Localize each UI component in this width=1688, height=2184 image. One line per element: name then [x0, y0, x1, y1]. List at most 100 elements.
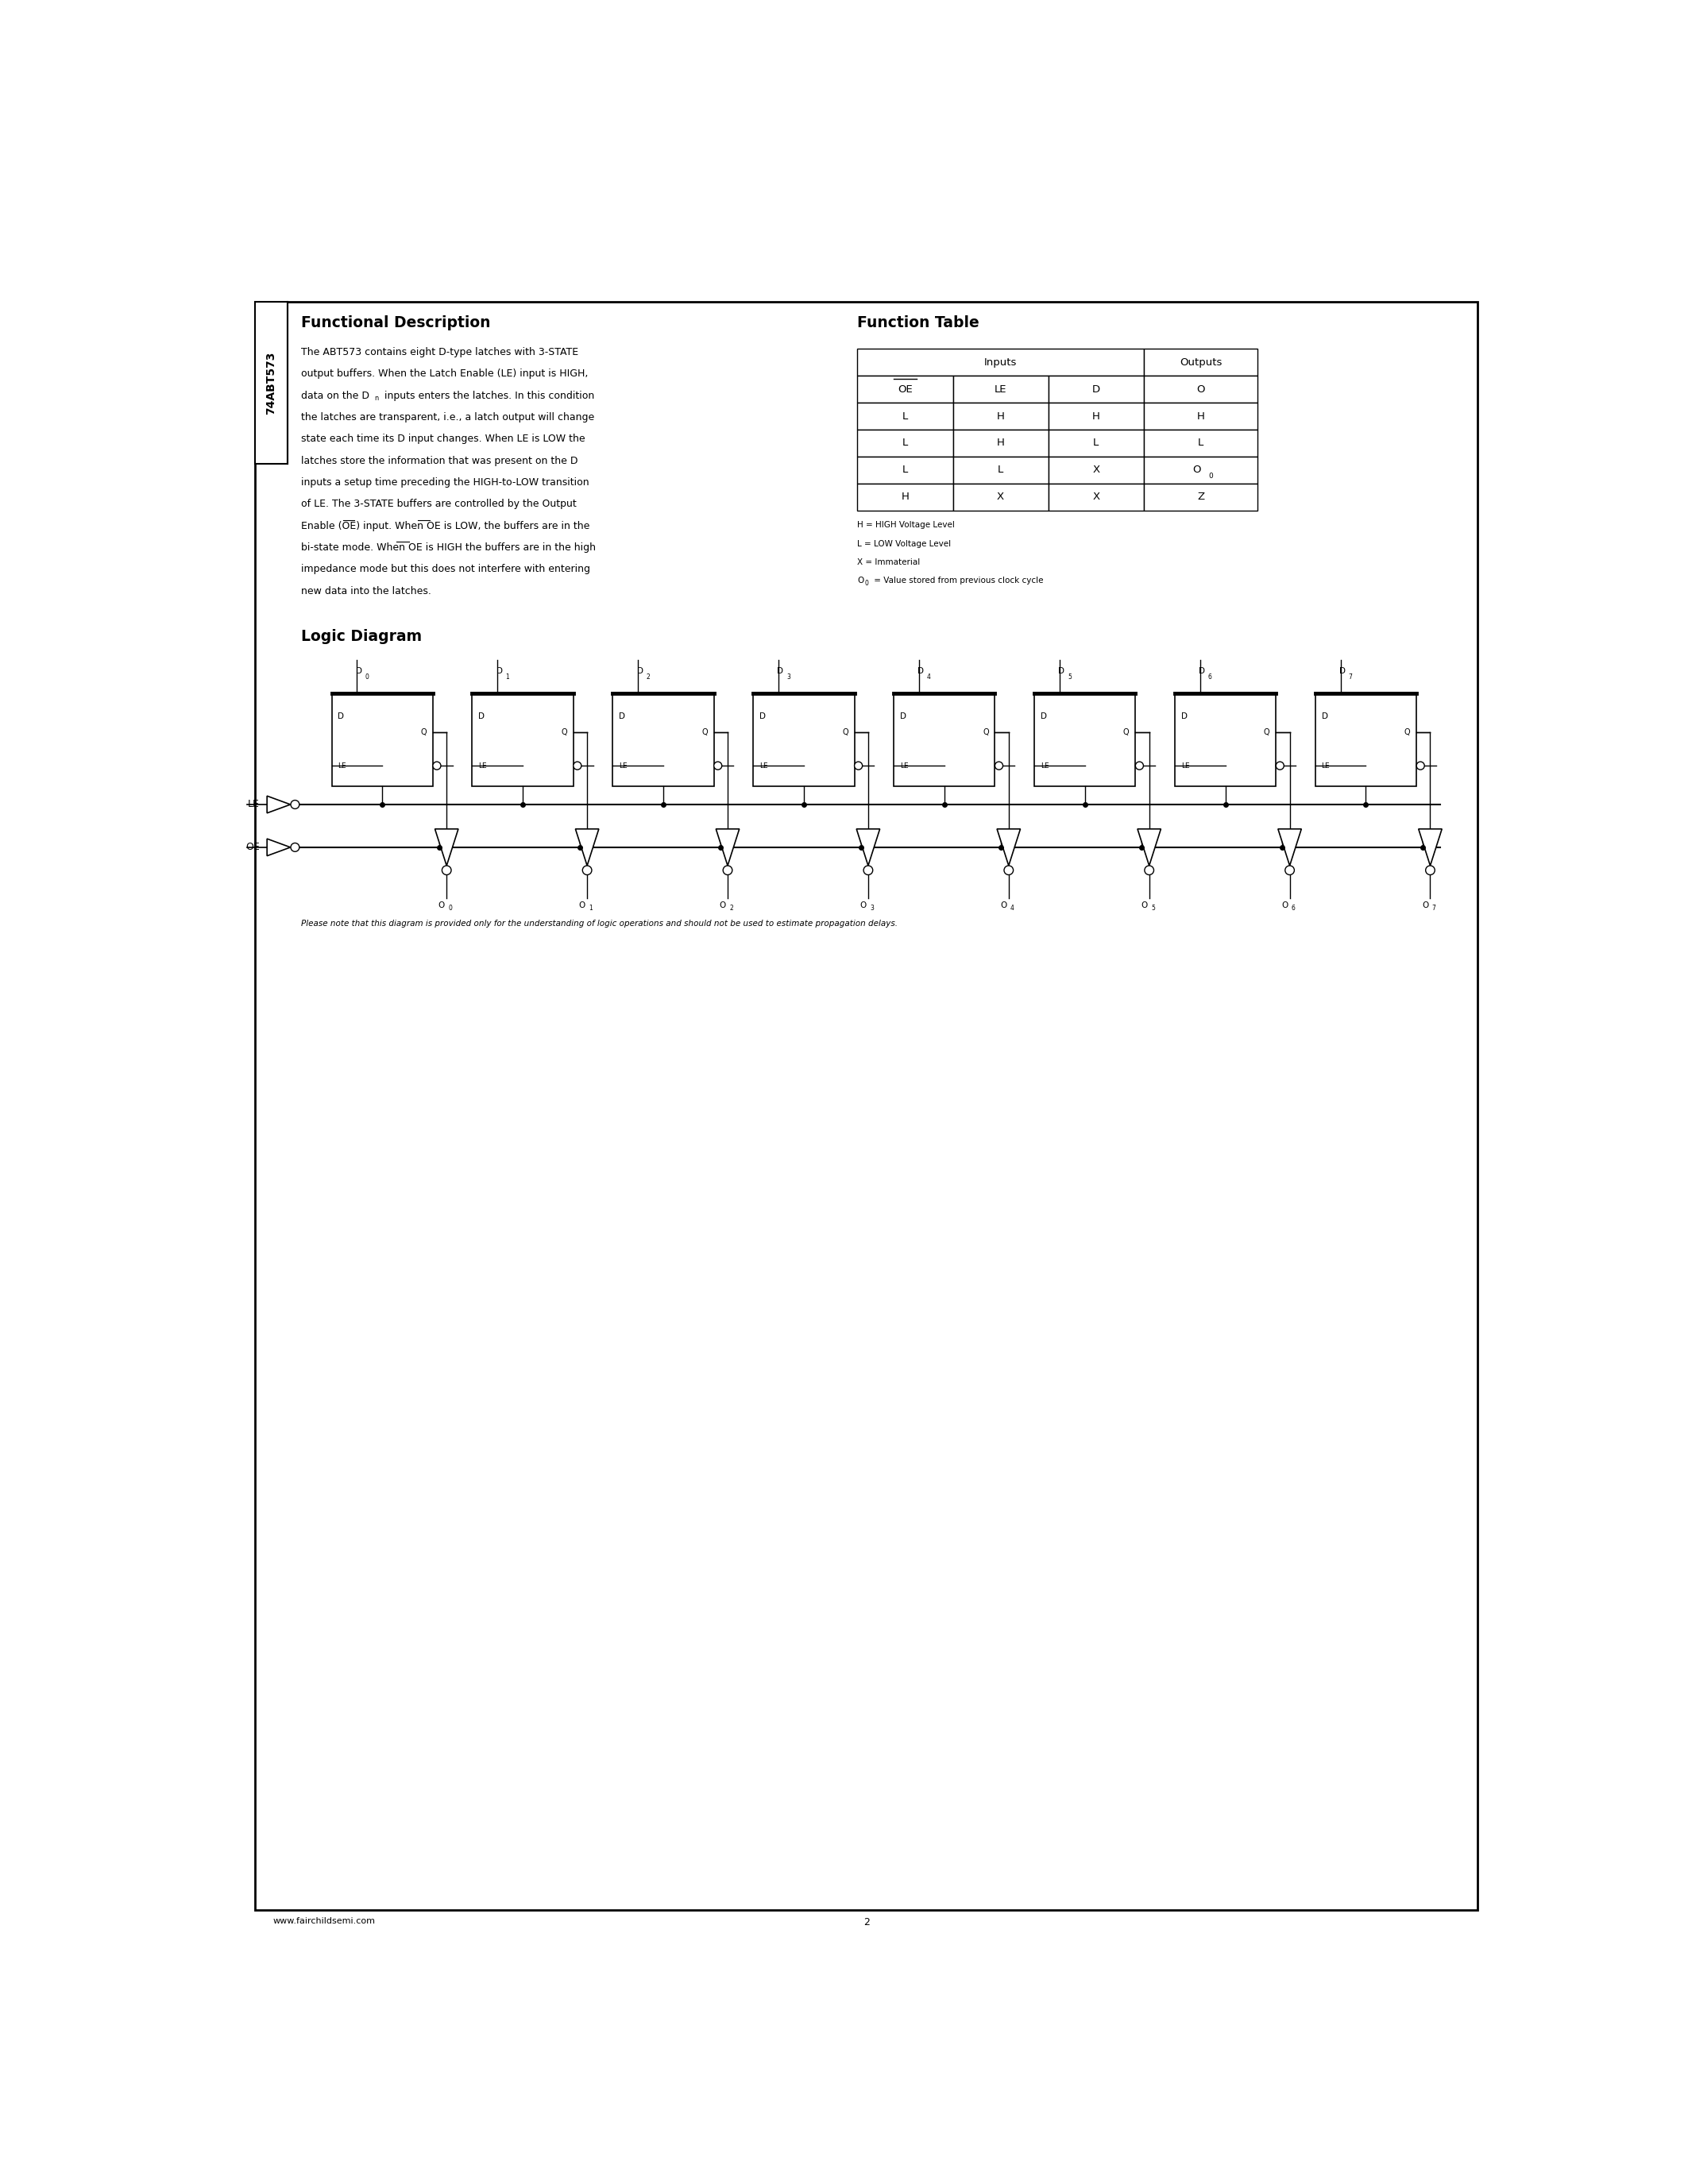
Text: latches store the information that was present on the D: latches store the information that was p…	[300, 456, 577, 465]
Text: D: D	[1058, 666, 1065, 675]
Text: LE: LE	[994, 384, 1006, 395]
Bar	[858, 483, 952, 511]
Text: Please note that this diagram is provided only for the understanding of logic op: Please note that this diagram is provide…	[300, 919, 898, 928]
Text: D: D	[760, 712, 766, 721]
Text: LE: LE	[1182, 762, 1190, 769]
Bar	[952, 376, 1048, 402]
Text: D: D	[1182, 712, 1187, 721]
Circle shape	[1285, 865, 1295, 876]
Text: X: X	[998, 491, 1004, 502]
Text: OE: OE	[898, 384, 913, 395]
Text: 3: 3	[869, 904, 874, 913]
Text: Q: Q	[982, 727, 989, 736]
Text: O: O	[1421, 902, 1428, 909]
Text: D: D	[356, 666, 363, 675]
Text: H: H	[996, 439, 1004, 448]
Bar	[255, 301, 287, 463]
Text: 2: 2	[647, 675, 650, 681]
Text: Q: Q	[702, 727, 707, 736]
Text: O: O	[1192, 465, 1200, 476]
Text: inputs enters the latches. In this condition: inputs enters the latches. In this condi…	[381, 391, 594, 402]
Polygon shape	[998, 830, 1020, 865]
Text: D: D	[496, 666, 503, 675]
Circle shape	[582, 865, 592, 876]
Text: Function Table: Function Table	[858, 314, 979, 330]
Text: L: L	[901, 439, 908, 448]
Text: 7: 7	[1349, 675, 1352, 681]
Text: L: L	[901, 465, 908, 476]
Text: H = HIGH Voltage Level: H = HIGH Voltage Level	[858, 522, 955, 529]
Text: L: L	[901, 411, 908, 422]
Text: Logic Diagram: Logic Diagram	[300, 629, 422, 644]
Circle shape	[1004, 865, 1013, 876]
Text: D: D	[1198, 666, 1205, 675]
Circle shape	[722, 865, 733, 876]
Text: n: n	[375, 395, 378, 402]
Bar	[1048, 430, 1144, 456]
Text: O: O	[859, 902, 866, 909]
Text: O: O	[719, 902, 726, 909]
Bar	[1048, 376, 1144, 402]
Text: O: O	[1141, 902, 1148, 909]
Circle shape	[864, 865, 873, 876]
Circle shape	[442, 865, 451, 876]
Text: H: H	[901, 491, 910, 502]
Text: 1: 1	[589, 904, 592, 913]
Text: Q: Q	[420, 727, 427, 736]
Bar	[858, 402, 952, 430]
Bar	[858, 376, 952, 402]
Text: 0: 0	[449, 904, 452, 913]
Bar	[952, 430, 1048, 456]
Text: D: D	[1339, 666, 1345, 675]
Bar	[1048, 483, 1144, 511]
Text: H: H	[1197, 411, 1205, 422]
Text: L: L	[1198, 439, 1204, 448]
Bar	[1315, 692, 1416, 786]
Polygon shape	[267, 795, 290, 812]
Text: X = Immaterial: X = Immaterial	[858, 559, 920, 566]
Text: X: X	[1092, 465, 1099, 476]
Text: 74ABT573: 74ABT573	[265, 352, 277, 415]
Text: new data into the latches.: new data into the latches.	[300, 585, 430, 596]
Text: D: D	[619, 712, 625, 721]
Circle shape	[1416, 762, 1425, 769]
Text: 2: 2	[863, 1918, 869, 1928]
Text: OE: OE	[245, 843, 260, 852]
Text: the latches are transparent, i.e., a latch output will change: the latches are transparent, i.e., a lat…	[300, 413, 594, 422]
Text: L = LOW Voltage Level: L = LOW Voltage Level	[858, 539, 952, 548]
Text: O: O	[1197, 384, 1205, 395]
Text: D: D	[478, 712, 484, 721]
Bar	[1175, 692, 1276, 786]
Circle shape	[1426, 865, 1435, 876]
Text: LE: LE	[1040, 762, 1048, 769]
Text: D: D	[338, 712, 344, 721]
Text: www.fairchildsemi.com: www.fairchildsemi.com	[272, 1918, 375, 1926]
Text: Functional Description: Functional Description	[300, 314, 490, 330]
Text: Q: Q	[560, 727, 567, 736]
Text: L: L	[1094, 439, 1099, 448]
Text: 4: 4	[1011, 904, 1014, 913]
Text: LE: LE	[1322, 762, 1330, 769]
Text: 4: 4	[927, 675, 930, 681]
Text: 0: 0	[365, 675, 370, 681]
Text: output buffers. When the Latch Enable (LE) input is HIGH,: output buffers. When the Latch Enable (L…	[300, 369, 587, 380]
Circle shape	[1136, 762, 1143, 769]
Text: Q: Q	[1264, 727, 1269, 736]
Bar	[753, 692, 854, 786]
Text: D: D	[1322, 712, 1328, 721]
Bar	[952, 456, 1048, 483]
Text: O: O	[579, 902, 586, 909]
Circle shape	[290, 799, 299, 808]
Text: H: H	[996, 411, 1004, 422]
Text: O: O	[1001, 902, 1006, 909]
Bar	[1144, 376, 1258, 402]
Bar	[858, 430, 952, 456]
Polygon shape	[267, 839, 290, 856]
Text: 5: 5	[1067, 675, 1072, 681]
Bar	[952, 402, 1048, 430]
Text: D: D	[1092, 384, 1101, 395]
Text: L: L	[998, 465, 1003, 476]
Polygon shape	[1138, 830, 1161, 865]
Text: of LE. The 3-STATE buffers are controlled by the Output: of LE. The 3-STATE buffers are controlle…	[300, 500, 576, 509]
Text: D: D	[918, 666, 923, 675]
